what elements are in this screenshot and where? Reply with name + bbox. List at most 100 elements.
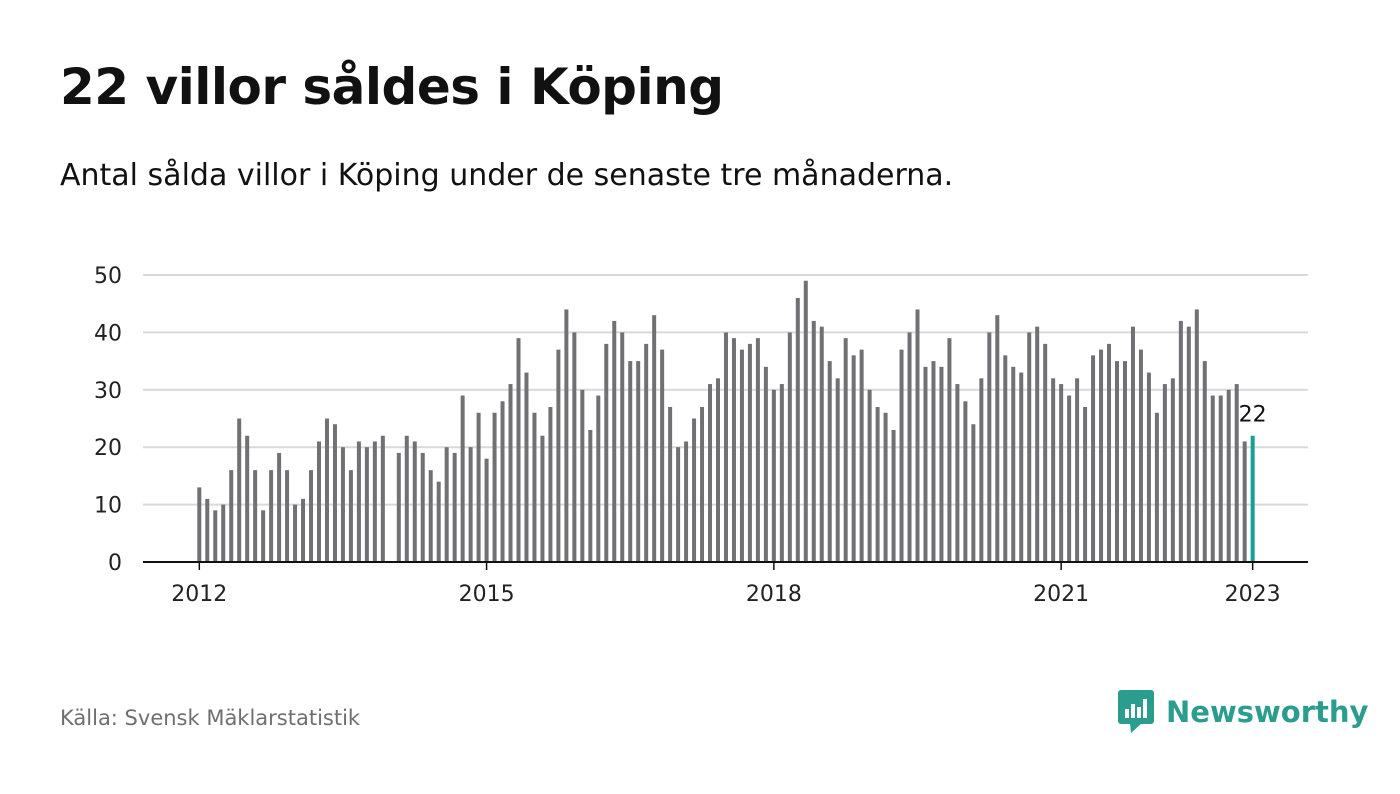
x-tick-label: 2023: [1225, 582, 1281, 607]
bar: [604, 343, 609, 562]
bar: [348, 470, 353, 562]
bar: [396, 452, 401, 562]
bar: [1027, 332, 1032, 562]
bar: [636, 361, 641, 562]
bar: [1059, 384, 1064, 562]
bar: [1019, 372, 1024, 562]
y-tick-label: 20: [94, 436, 122, 461]
bar: [779, 384, 784, 562]
chart-subtitle: Antal sålda villor i Köping under de sen…: [60, 158, 954, 193]
bar: [444, 447, 449, 562]
bar: [492, 412, 497, 562]
y-tick-label: 30: [94, 379, 122, 404]
bar: [548, 407, 553, 562]
bar: [620, 332, 625, 562]
bar: [803, 280, 808, 562]
bar: [947, 338, 952, 562]
last-value-label: 22: [1239, 403, 1267, 428]
bar: [739, 349, 744, 562]
bar: [213, 510, 218, 562]
bar-highlight: [1250, 435, 1255, 562]
bar: [420, 452, 425, 562]
bar: [668, 407, 673, 562]
bar: [676, 447, 681, 562]
bar: [580, 389, 585, 562]
bar: [827, 361, 832, 562]
bar: [372, 441, 377, 562]
bar: [516, 338, 521, 562]
bar: [468, 447, 473, 562]
bar: [1083, 407, 1088, 562]
bar: [596, 395, 601, 562]
bar: [907, 332, 912, 562]
bar: [883, 412, 888, 562]
bar: [532, 412, 537, 562]
bar: [317, 441, 321, 562]
bar: [763, 366, 768, 562]
bar: [723, 332, 728, 562]
bar: [612, 320, 617, 562]
bar: [1210, 395, 1215, 562]
bar: [987, 332, 992, 562]
bar: [1122, 361, 1127, 562]
bar: [1226, 389, 1231, 562]
bar: [324, 418, 329, 562]
bar: [923, 366, 928, 562]
bar: [875, 407, 880, 562]
bar: [237, 418, 242, 562]
bar: [221, 504, 226, 562]
bar: [197, 487, 202, 562]
x-tick-label: 2012: [171, 582, 227, 607]
y-tick-label: 40: [94, 321, 122, 346]
bar: [1130, 326, 1135, 562]
bar: [476, 412, 481, 562]
bar: [500, 401, 505, 562]
bar: [1170, 378, 1175, 562]
bar: [340, 447, 345, 562]
bar: [484, 458, 489, 562]
bar: [436, 481, 441, 562]
bar: [356, 441, 361, 562]
bar: [332, 424, 337, 562]
bar: [843, 338, 848, 562]
bar: [564, 309, 569, 562]
bar: [819, 326, 824, 562]
bar: [1138, 349, 1143, 562]
bar: [1234, 384, 1239, 562]
bar: [556, 349, 561, 562]
bar: [1011, 366, 1016, 562]
brand-name: Newsworthy: [1166, 695, 1369, 729]
bar: [1162, 384, 1167, 562]
bar: [628, 361, 633, 562]
source-note: Källa: Svensk Mäklarstatistik: [60, 706, 361, 730]
bar: [364, 447, 369, 562]
bar: [1035, 326, 1040, 562]
bar: [245, 435, 250, 562]
brand-logo[interactable]: Newsworthy: [1118, 690, 1368, 734]
x-axis: 2012 2015 2018 2021 2023: [143, 561, 1308, 607]
bar: [867, 389, 872, 562]
bar: [588, 429, 593, 562]
bar: [205, 498, 210, 562]
newsworthy-logo-icon: [1118, 690, 1154, 733]
bar: [1067, 395, 1072, 562]
y-tick-label: 0: [108, 551, 122, 576]
bar: [1218, 395, 1223, 562]
bar: [380, 435, 385, 562]
bar: [253, 470, 258, 562]
bar: [859, 349, 864, 562]
bar: [795, 297, 800, 562]
bar: [1154, 412, 1159, 562]
bar: [995, 315, 1000, 562]
bar: [899, 349, 904, 562]
annotations: 22: [1239, 403, 1267, 428]
bar: [1003, 355, 1008, 562]
bar: [1115, 361, 1119, 562]
bar: [771, 389, 776, 562]
bar: [979, 378, 984, 562]
bar: [285, 470, 290, 562]
bar: [939, 366, 944, 562]
bar: [1091, 355, 1096, 562]
bar: [644, 343, 649, 562]
bar: [428, 470, 433, 562]
